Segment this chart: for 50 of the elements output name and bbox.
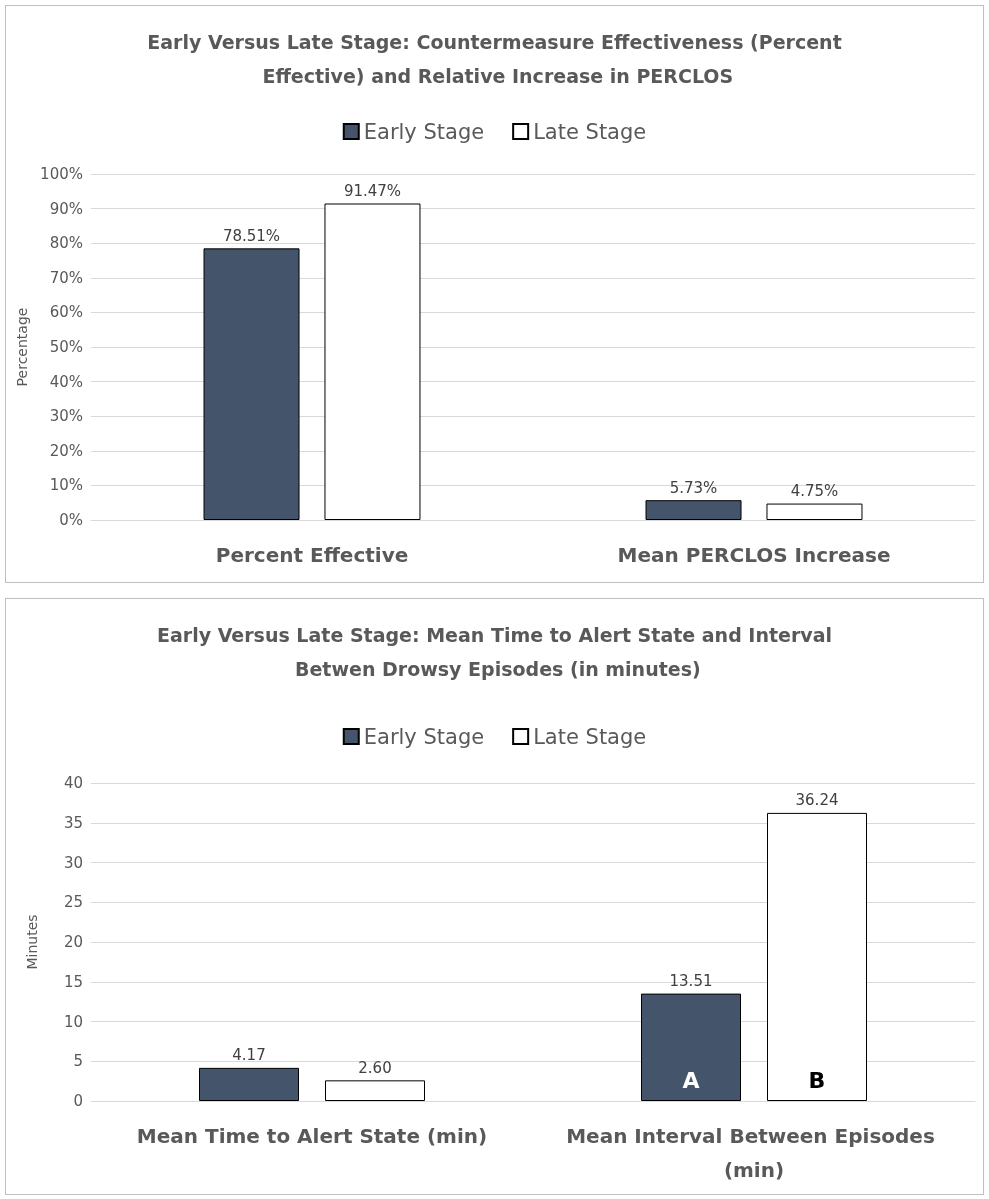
data-label: 4.17 (232, 1046, 266, 1065)
y-tick-label: 40 (63, 774, 83, 792)
chart-title: Early Versus Late Stage: Mean Time to Alert State and Interval Betwen Drowsy Episodes (in minutes) (156, 624, 833, 680)
data-label: 2.60 (358, 1058, 392, 1077)
x-tick-label: Mean Interval Between Episodes (min) (566, 1124, 942, 1182)
bar (767, 812, 867, 1101)
bar (641, 993, 741, 1101)
y-tick-label: 100% (40, 165, 83, 183)
y-tick-label: 15 (63, 972, 83, 991)
chart-title: Early Versus Late Stage: Countermeasure Effectiveness (Percent Effective) and Relative Increase in PERCLOS (147, 31, 842, 87)
data-label: 78.51% (222, 226, 281, 245)
bar (324, 203, 421, 520)
y-tick-label: 0% (59, 511, 83, 529)
bar (203, 248, 300, 520)
annotation: B (808, 1067, 826, 1093)
y-axis-title: Minutes (24, 914, 40, 970)
y-tick-label: 70% (49, 268, 83, 287)
legend-label: Late Stage (533, 119, 647, 144)
x-tick-label: Mean PERCLOS Increase (617, 543, 891, 567)
data-label: 13.51 (669, 972, 713, 991)
x-tick-label: Percent Effective (215, 543, 409, 567)
y-axis-title: Percentage (14, 307, 31, 387)
bar (199, 1067, 299, 1101)
bar (766, 503, 863, 520)
data-label: 91.47% (343, 182, 402, 201)
legend-label: Late Stage (533, 724, 647, 749)
y-tick-label: 30% (49, 407, 83, 426)
bar (645, 500, 742, 520)
y-tick-label: 30 (63, 853, 83, 872)
y-tick-label: 50% (49, 338, 83, 356)
y-tick-label: 60% (49, 303, 83, 322)
y-tick-label: 40% (49, 372, 83, 391)
data-label: 4.75% (790, 482, 839, 501)
y-tick-label: 20% (49, 441, 83, 460)
y-tick-label: 0 (73, 1092, 83, 1110)
y-tick-label: 35 (63, 813, 83, 832)
data-label: 5.73% (669, 478, 718, 497)
y-tick-label: 10 (63, 1012, 83, 1031)
y-tick-label: 5 (73, 1052, 83, 1071)
y-tick-label: 10% (49, 476, 83, 495)
y-tick-label: 80% (49, 234, 83, 253)
y-tick-label: 25 (63, 893, 83, 912)
y-tick-label: 90% (49, 199, 83, 218)
legend-label: Early Stage (363, 119, 485, 144)
x-tick-label: Mean Time to Alert State (min) (136, 1124, 488, 1148)
bar (325, 1080, 425, 1101)
data-label: 36.24 (795, 791, 839, 810)
annotation: A (682, 1067, 700, 1093)
y-tick-label: 20 (63, 933, 83, 951)
legend-label: Early Stage (363, 724, 485, 749)
